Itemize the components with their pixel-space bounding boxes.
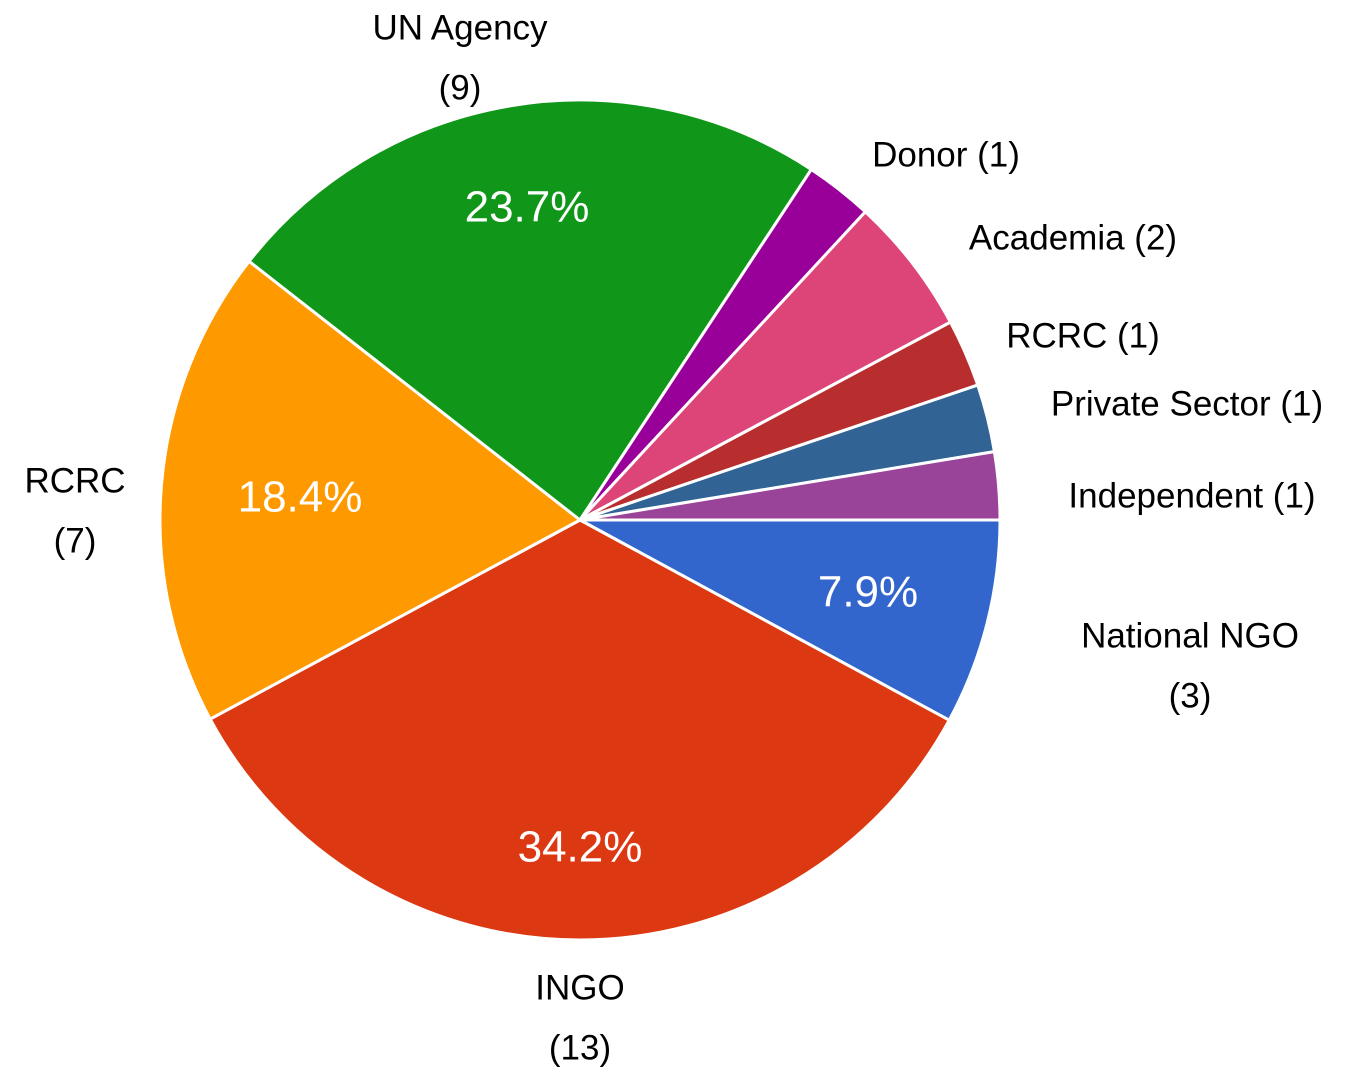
value-label: 34.2% bbox=[518, 823, 643, 872]
slice-label: INGO bbox=[535, 968, 624, 1007]
pie-slice bbox=[208, 518, 952, 942]
slice-label: Donor (1) bbox=[872, 135, 1020, 174]
slice-label: (3) bbox=[1169, 676, 1212, 715]
slice-label: (7) bbox=[54, 521, 97, 560]
pie-slice bbox=[579, 449, 1002, 522]
slice-label: National NGO bbox=[1081, 616, 1299, 655]
value-label: 7.9% bbox=[818, 568, 918, 617]
pie-slice bbox=[578, 209, 953, 522]
slice-label: Independent (1) bbox=[1068, 476, 1315, 515]
value-label: 23.7% bbox=[465, 183, 590, 232]
slice-label: (13) bbox=[549, 1028, 611, 1067]
value-label: 18.4% bbox=[238, 473, 363, 522]
slice-label: (9) bbox=[439, 68, 482, 107]
pie-slice bbox=[579, 518, 1002, 723]
slice-label: RCRC bbox=[24, 461, 125, 500]
slice-label: Private Sector (1) bbox=[1051, 384, 1323, 423]
slice-label: UN Agency bbox=[372, 8, 548, 47]
pie-slice bbox=[158, 259, 583, 722]
slice-label: Academia (2) bbox=[969, 218, 1177, 257]
slice-label: RCRC (1) bbox=[1006, 316, 1160, 355]
pie-slice bbox=[247, 98, 814, 523]
